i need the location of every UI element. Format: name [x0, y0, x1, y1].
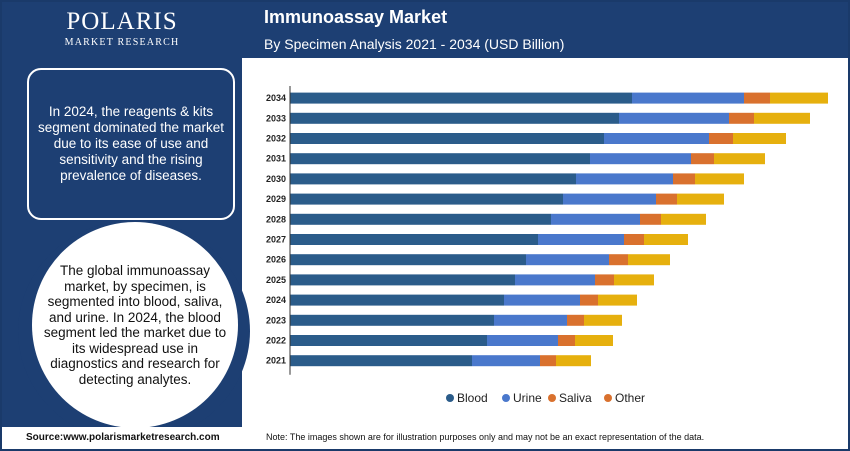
brand-name-text: POLARIS — [66, 8, 178, 35]
bar-saliva-2026 — [609, 254, 628, 266]
bar-urine-2031 — [590, 153, 691, 165]
tick-label-2026: 2026 — [266, 255, 286, 265]
bar-other-2030 — [695, 173, 744, 185]
bar-saliva-2032 — [709, 133, 733, 144]
legend-marker-blood — [446, 394, 454, 402]
chart-title: Immunoassay Market — [264, 7, 448, 27]
legend-marker-other — [604, 394, 612, 402]
bar-blood-2029 — [290, 193, 563, 205]
bar-blood-2031 — [290, 153, 590, 165]
bar-blood-2032 — [290, 133, 604, 144]
tick-label-2027: 2027 — [266, 235, 286, 245]
tick-label-2029: 2029 — [266, 194, 286, 204]
bar-saliva-2025 — [595, 274, 614, 286]
bar-blood-2030 — [290, 173, 576, 185]
footer: Source:www.polarismarketresearch.com Not… — [2, 427, 848, 449]
legend-label-blood: Blood — [457, 391, 488, 405]
bar-urine-2024 — [504, 294, 580, 306]
tick-label-2023: 2023 — [266, 315, 286, 325]
tick-label-2022: 2022 — [266, 336, 286, 346]
bar-urine-2021 — [472, 355, 540, 367]
legend-label-other: Other — [615, 391, 645, 405]
bar-blood-2027 — [290, 234, 538, 245]
bar-saliva-2024 — [580, 294, 598, 306]
bar-urine-2033 — [619, 112, 729, 124]
bar-urine-2032 — [604, 133, 709, 144]
legend-marker-urine — [502, 394, 510, 402]
tick-label-2032: 2032 — [266, 134, 286, 144]
tick-label-2021: 2021 — [266, 356, 286, 366]
bar-saliva-2029 — [656, 193, 677, 205]
legend-marker-saliva — [548, 394, 556, 402]
bar-other-2022 — [575, 335, 613, 346]
bar-urine-2028 — [551, 213, 640, 225]
bar-saliva-2031 — [691, 153, 714, 165]
bar-blood-2034 — [290, 92, 632, 104]
source-text: Source:www.polarismarketresearch.com — [26, 432, 220, 443]
bar-other-2021 — [556, 355, 591, 367]
legend-label-urine: Urine — [513, 391, 542, 405]
bar-saliva-2034 — [744, 92, 770, 104]
bar-urine-2022 — [487, 335, 558, 346]
bar-blood-2033 — [290, 112, 619, 124]
bar-other-2032 — [733, 133, 786, 144]
brand-subtitle: MARKET RESEARCH — [64, 37, 180, 48]
bar-blood-2023 — [290, 314, 494, 326]
bar-urine-2029 — [563, 193, 656, 205]
legend-label-saliva: Saliva — [559, 391, 592, 405]
bar-other-2028 — [661, 213, 706, 225]
brand-logo: POLARIS MARKET RESEARCH — [2, 8, 242, 48]
bar-blood-2021 — [290, 355, 472, 367]
bar-other-2023 — [584, 314, 622, 326]
bar-saliva-2033 — [729, 112, 754, 124]
chart-subtitle: By Specimen Analysis 2021 - 2034 (USD Bi… — [264, 36, 565, 52]
bar-other-2034 — [770, 92, 828, 104]
bar-blood-2028 — [290, 213, 551, 225]
bar-other-2024 — [598, 294, 637, 306]
bar-blood-2025 — [290, 274, 515, 286]
note-text: Note: The images shown are for illustrat… — [266, 432, 705, 442]
bar-other-2029 — [677, 193, 724, 205]
tick-label-2024: 2024 — [266, 295, 286, 305]
info-box: In 2024, the reagents & kits segment dom… — [27, 68, 235, 220]
bar-urine-2025 — [515, 274, 595, 286]
bar-other-2027 — [644, 234, 688, 245]
circle-callout: The global immunoassay market, by specim… — [32, 222, 238, 428]
bar-urine-2034 — [632, 92, 744, 104]
circle-text: The global immunoassay market, by specim… — [43, 263, 227, 387]
brand-name: POLARIS — [2, 8, 242, 36]
tick-label-2025: 2025 — [266, 275, 286, 285]
bar-urine-2023 — [494, 314, 567, 326]
bar-other-2033 — [754, 112, 810, 124]
bar-urine-2030 — [576, 173, 673, 185]
bar-other-2031 — [714, 153, 765, 165]
bar-blood-2022 — [290, 335, 487, 346]
bar-blood-2024 — [290, 294, 504, 306]
chart-header: Immunoassay Market By Specimen Analysis … — [242, 2, 848, 58]
tick-label-2031: 2031 — [266, 154, 286, 164]
bar-saliva-2027 — [624, 234, 644, 245]
bar-urine-2026 — [526, 254, 609, 266]
bar-saliva-2022 — [558, 335, 575, 346]
tick-label-2034: 2034 — [266, 93, 286, 103]
bar-urine-2027 — [538, 234, 624, 245]
bar-other-2026 — [628, 254, 670, 266]
bar-other-2025 — [614, 274, 654, 286]
tick-label-2028: 2028 — [266, 214, 286, 224]
bar-blood-2026 — [290, 254, 526, 266]
bar-saliva-2028 — [640, 213, 661, 225]
bar-saliva-2030 — [673, 173, 695, 185]
stacked-bar-chart: 2034 2033 2032 2031 2030 2029 2028 2027 2026 2025… — [266, 86, 828, 405]
tick-label-2033: 2033 — [266, 113, 286, 123]
tick-label-2030: 2030 — [266, 174, 286, 184]
info-box-text: In 2024, the reagents & kits segment dom… — [37, 104, 225, 183]
bar-saliva-2023 — [567, 314, 584, 326]
bar-saliva-2021 — [540, 355, 556, 367]
